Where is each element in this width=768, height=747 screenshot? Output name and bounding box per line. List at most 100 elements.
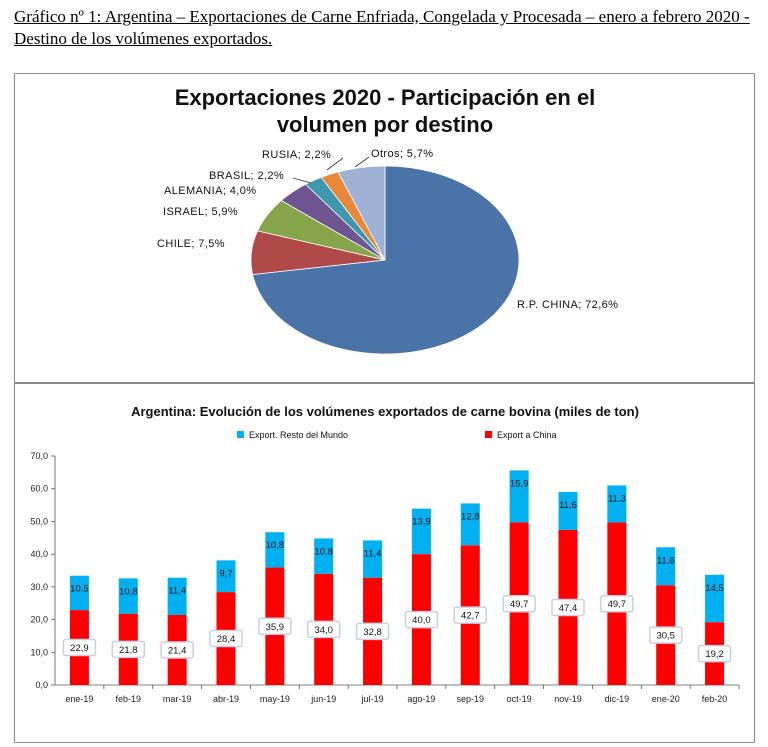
data-label-china: 40,0 <box>412 615 431 626</box>
legend-label: Export a China <box>497 430 557 440</box>
data-label-china: 49,7 <box>510 599 529 610</box>
x-tick-label: may-19 <box>260 694 290 704</box>
bar-resto-mundo <box>509 470 529 523</box>
data-label-box <box>306 620 341 639</box>
data-label-resto: 9,7 <box>219 568 232 579</box>
pie-leader-line <box>326 157 344 171</box>
data-label-china: 19,2 <box>705 649 724 660</box>
y-tick-label: 0,0 <box>35 680 48 690</box>
data-label-box <box>111 640 146 659</box>
x-tick-label: mar-19 <box>163 694 192 704</box>
data-label-resto: 10,8 <box>314 546 333 557</box>
data-label-china: 21,8 <box>119 645 138 656</box>
bar-chart-panel: Argentina: Evolución de los volúmenes ex… <box>14 383 755 743</box>
data-label-box <box>502 594 536 613</box>
bar-resto-mundo <box>216 560 236 593</box>
data-label-resto: 11,4 <box>364 548 382 559</box>
pie-slice-otros <box>337 165 386 261</box>
figure-caption: Gráfico nº 1: Argentina – Exportaciones … <box>14 7 750 48</box>
y-tick-label: 60,0 <box>30 484 48 494</box>
x-tick-label: dic-19 <box>605 694 630 704</box>
data-label-china: 30,5 <box>656 631 675 642</box>
data-label-resto: 11,4 <box>168 586 186 597</box>
pie-leader-line <box>292 177 312 184</box>
data-label-box <box>404 610 439 629</box>
data-label-box <box>453 606 488 624</box>
bar-resto-mundo <box>656 547 676 586</box>
data-label-china: 49,7 <box>608 599 627 610</box>
bar-resto-mundo <box>118 578 138 614</box>
data-label-china: 22,9 <box>70 643 89 654</box>
bar-resto-mundo <box>69 575 89 611</box>
bar-chart-title: Argentina: Evolución de los volúmenes ex… <box>131 404 639 419</box>
bar-resto-mundo <box>460 503 480 546</box>
pie-chart-panel: Exportaciones 2020 - Participación en el… <box>14 73 755 383</box>
data-label-box <box>209 629 243 648</box>
pie-label: Otros; 5,7% <box>371 148 433 160</box>
x-tick-label: jun-19 <box>310 694 336 704</box>
data-label-china: 42,7 <box>461 611 480 622</box>
data-label-resto: 15,9 <box>510 478 529 489</box>
pie-slice-r-p-china <box>252 165 520 355</box>
x-tick-label: feb-19 <box>116 694 142 704</box>
legend-swatch <box>485 431 492 438</box>
pie-leader-line <box>354 156 370 168</box>
bar-resto-mundo <box>558 491 578 530</box>
bar-resto-mundo <box>411 508 431 555</box>
data-label-resto: 13,9 <box>412 517 431 528</box>
x-tick-label: ene-20 <box>652 694 680 704</box>
bar-resto-mundo <box>363 540 383 578</box>
y-tick-label: 10,0 <box>30 647 48 657</box>
data-label-resto: 11,3 <box>608 493 626 504</box>
pie-label: CHILE; 7,5% <box>157 238 225 250</box>
legend-label: Export. Resto del Mundo <box>249 430 348 440</box>
pie-chart: Exportaciones 2020 - Participación en el… <box>157 85 618 355</box>
pie-label: ISRAEL; 5,9% <box>163 206 238 218</box>
data-label-resto: 14,5 <box>705 583 724 594</box>
x-tick-label: ene-19 <box>65 694 93 704</box>
data-label-resto: 10,5 <box>70 584 89 595</box>
data-label-resto: 11,6 <box>559 500 577 511</box>
data-label-box <box>62 638 97 657</box>
x-tick-label: oct-19 <box>507 694 532 704</box>
bar-chart: Argentina: Evolución de los volúmenes ex… <box>30 404 740 704</box>
pie-label: RUSIA; 2,2% <box>262 149 331 161</box>
data-label-china: 21,4 <box>168 645 187 656</box>
data-label-box <box>600 594 634 613</box>
legend-swatch <box>237 431 244 438</box>
data-label-resto: 11,6 <box>657 555 675 566</box>
y-tick-label: 20,0 <box>30 615 48 625</box>
data-label-china: 47,4 <box>559 603 578 614</box>
pie-label: R.P. CHINA; 72,6% <box>517 299 618 311</box>
pie-title-line1: Exportaciones 2020 - Participación en el <box>175 85 596 110</box>
data-label-box <box>697 644 732 663</box>
data-label-resto: 10,8 <box>119 586 138 597</box>
data-label-resto: 12,8 <box>461 511 480 522</box>
y-tick-label: 50,0 <box>30 516 48 526</box>
data-label-china: 28,4 <box>217 634 236 645</box>
x-tick-label: abr-19 <box>213 694 239 704</box>
pie-label: ALEMANIA; 4,0% <box>164 185 256 197</box>
x-tick-label: sep-19 <box>457 694 485 704</box>
bar-resto-mundo <box>607 485 627 523</box>
data-label-box <box>648 626 683 644</box>
data-label-box <box>551 598 585 617</box>
x-tick-label: ago-19 <box>407 694 435 704</box>
y-tick-label: 30,0 <box>30 582 48 592</box>
pie-title-line2: volumen por destino <box>277 112 493 137</box>
data-label-box <box>355 622 390 641</box>
bar-resto-mundo <box>314 538 334 574</box>
bar-resto-mundo <box>265 532 285 568</box>
data-label-china: 32,8 <box>363 627 382 638</box>
bar-resto-mundo <box>167 577 187 615</box>
x-tick-label: jul-19 <box>361 694 384 704</box>
data-label-box <box>160 641 194 659</box>
y-tick-label: 70,0 <box>30 451 48 461</box>
data-label-box <box>258 617 292 636</box>
x-tick-label: feb-20 <box>702 694 728 704</box>
data-label-china: 34,0 <box>314 625 333 636</box>
data-label-resto: 10,8 <box>266 540 285 551</box>
y-tick-label: 40,0 <box>30 549 48 559</box>
data-label-china: 35,9 <box>266 622 285 633</box>
x-tick-label: nov-19 <box>554 694 582 704</box>
